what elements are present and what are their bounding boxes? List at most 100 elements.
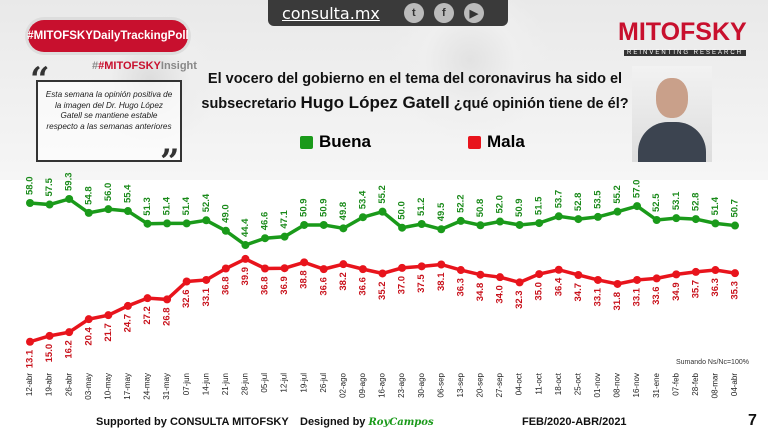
data-label: 49.0 bbox=[220, 204, 231, 223]
data-point bbox=[221, 264, 230, 273]
x-tick-label: 13-sep bbox=[456, 372, 465, 397]
data-label: 56.0 bbox=[103, 183, 114, 202]
data-point bbox=[339, 260, 348, 269]
x-tick-label: 08-nov bbox=[613, 373, 622, 397]
data-label: 38.8 bbox=[299, 270, 310, 289]
data-point bbox=[417, 220, 426, 229]
data-label: 47.1 bbox=[279, 209, 290, 228]
site-link[interactable]: consulta.mx bbox=[282, 3, 380, 23]
data-label: 32.3 bbox=[514, 290, 525, 309]
data-label: 57.0 bbox=[632, 180, 643, 199]
data-point bbox=[731, 221, 739, 230]
data-point bbox=[496, 273, 504, 282]
data-label: 33.1 bbox=[592, 287, 603, 306]
data-point bbox=[104, 311, 113, 320]
x-tick-label: 30-ago bbox=[417, 372, 426, 397]
data-point bbox=[358, 213, 367, 222]
data-point bbox=[280, 264, 289, 273]
x-tick-label: 28-jun bbox=[241, 373, 250, 395]
data-label: 35.7 bbox=[690, 280, 701, 299]
data-point bbox=[593, 275, 602, 284]
data-point bbox=[691, 215, 700, 224]
data-label: 52.5 bbox=[651, 193, 662, 212]
data-point bbox=[45, 200, 54, 209]
data-point bbox=[593, 212, 602, 221]
designed-label: Designed by bbox=[300, 416, 366, 428]
data-point bbox=[280, 232, 289, 241]
data-label: 13.1 bbox=[25, 349, 36, 368]
data-label: 31.8 bbox=[612, 292, 623, 311]
data-label: 15.0 bbox=[44, 344, 55, 363]
x-tick-label: 11-oct bbox=[534, 372, 543, 394]
data-point bbox=[711, 266, 720, 275]
x-tick-label: 01-nov bbox=[593, 373, 602, 397]
data-label: 27.2 bbox=[142, 306, 153, 325]
quote-box: Esta semana la opinión positiva de la im… bbox=[36, 80, 182, 162]
data-point bbox=[652, 274, 661, 283]
x-tick-label: 12-abr bbox=[25, 373, 34, 396]
data-label: 50.9 bbox=[318, 198, 329, 217]
page-number: 7 bbox=[748, 412, 757, 429]
series-line-buena bbox=[29, 197, 736, 247]
x-tick-label: 20-sep bbox=[476, 372, 485, 397]
data-label: 26.8 bbox=[162, 307, 173, 326]
x-tick-label: 26-abr bbox=[64, 373, 73, 396]
data-label: 21.7 bbox=[103, 323, 114, 342]
insight-suffix: Insight bbox=[160, 60, 197, 72]
data-point bbox=[84, 208, 93, 217]
x-tick-label: 09-ago bbox=[358, 372, 367, 397]
insight-brand: #MITOFSKY bbox=[98, 60, 161, 72]
data-label: 36.9 bbox=[279, 276, 290, 295]
x-tick-label: 31-ene bbox=[652, 372, 661, 397]
data-point bbox=[26, 337, 34, 346]
designed-by: Designed by RoyCampos bbox=[300, 416, 434, 428]
x-tick-label: 14-jun bbox=[201, 373, 210, 395]
hashtag-badge: #MITOFSKYDailyTrackingPoll bbox=[27, 20, 189, 52]
data-point bbox=[123, 207, 132, 216]
data-point bbox=[672, 214, 681, 223]
data-point bbox=[319, 220, 328, 229]
twitter-icon[interactable]: t bbox=[403, 3, 424, 23]
data-point bbox=[65, 194, 74, 203]
data-point bbox=[300, 220, 309, 229]
data-label: 51.4 bbox=[162, 196, 173, 215]
x-tick-label: 18-oct bbox=[554, 372, 563, 395]
title-line2: subsecretario Hugo López Gatell ¿qué opi… bbox=[200, 90, 630, 116]
data-point bbox=[300, 258, 309, 267]
mitofsky-logo: MITOFSKY bbox=[618, 18, 747, 46]
data-label: 36.6 bbox=[357, 277, 368, 296]
data-point bbox=[691, 267, 700, 276]
data-point bbox=[574, 215, 583, 224]
data-point bbox=[652, 215, 661, 224]
data-label: 16.2 bbox=[64, 340, 75, 359]
data-point bbox=[613, 207, 622, 216]
data-point bbox=[476, 270, 485, 279]
x-tick-label: 21-jun bbox=[221, 373, 230, 395]
data-point bbox=[398, 223, 407, 232]
data-point bbox=[731, 269, 739, 278]
data-point bbox=[456, 266, 465, 275]
data-label: 37.5 bbox=[416, 274, 427, 293]
supported-by: Supported by CONSULTA MITOFSKY bbox=[96, 416, 289, 428]
x-tick-label: 31-may bbox=[162, 373, 171, 400]
data-label: 51.5 bbox=[534, 196, 545, 215]
data-label: 35.3 bbox=[730, 281, 741, 300]
data-label: 36.6 bbox=[318, 277, 329, 296]
data-label: 35.0 bbox=[534, 282, 545, 301]
data-label: 53.4 bbox=[357, 190, 368, 209]
data-label: 44.4 bbox=[240, 218, 251, 237]
x-tick-label: 08-mar bbox=[711, 373, 720, 399]
data-point bbox=[163, 295, 172, 304]
data-label: 33.1 bbox=[201, 287, 212, 306]
data-label: 36.8 bbox=[260, 277, 271, 296]
data-label: 55.2 bbox=[612, 185, 623, 204]
data-point bbox=[554, 265, 563, 274]
facebook-icon[interactable]: f bbox=[433, 3, 454, 23]
data-point bbox=[202, 275, 211, 284]
data-point bbox=[84, 315, 93, 324]
x-tick-label: 23-ago bbox=[397, 372, 406, 397]
data-label: 52.4 bbox=[201, 193, 212, 212]
insight-tag: ##MITOFSKYInsight bbox=[92, 60, 197, 72]
youtube-icon[interactable]: ▶ bbox=[463, 3, 484, 23]
